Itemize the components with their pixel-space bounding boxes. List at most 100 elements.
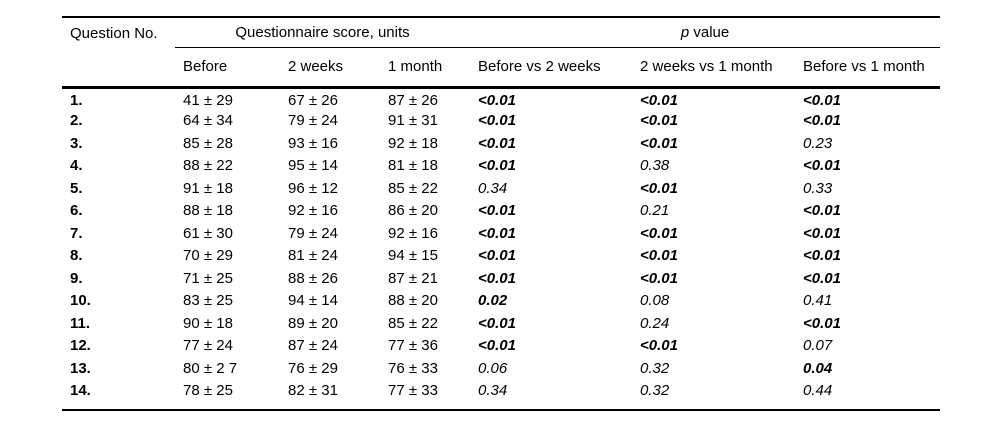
score-2-weeks: 92 ± 16 (288, 202, 338, 220)
score-1-month: 87 ± 26 (388, 92, 438, 109)
pvalue-2-weeks-vs-1-month: <0.01 (640, 134, 678, 152)
pvalue-before-vs-2-weeks: 0.34 (478, 382, 508, 400)
question-number: 10. (70, 292, 91, 310)
score-2-weeks: 76 ± 29 (288, 359, 338, 377)
pvalue-before-vs-1-month: 0.07 (803, 337, 833, 355)
pvalue-before-vs-2-weeks: <0.01 (478, 202, 516, 220)
table-row: 14. 78 ± 25 82 ± 31 77 ± 33 0.34 0.32 0.44 (62, 380, 940, 403)
column-group-p-value: p value (470, 17, 941, 48)
table-row: 1. 41 ± 29 67 ± 26 87 ± 26 <0.01 <0.01 <0.01 (62, 87, 940, 110)
pvalue-2-weeks-vs-1-month: 0.21 (640, 202, 670, 220)
table-row: 10. 83 ± 25 94 ± 14 88 ± 20 0.02 0.08 0.41 (62, 290, 940, 313)
score-before: 88 ± 22 (183, 157, 233, 175)
pvalue-before-vs-1-month: 0.33 (803, 179, 833, 197)
score-1-month: 86 ± 20 (388, 202, 438, 220)
pvalue-before-vs-1-month: <0.01 (803, 269, 841, 287)
table-header: Question No. Questionnaire score, units … (62, 17, 941, 89)
question-number: 13. (70, 359, 91, 377)
score-2-weeks: 67 ± 26 (288, 92, 338, 109)
score-before: 70 ± 29 (183, 247, 233, 265)
results-table: Question No. Questionnaire score, units … (62, 16, 941, 402)
pvalue-before-vs-2-weeks: <0.01 (478, 337, 516, 355)
table-header-sub-row: Before 2 weeks 1 month Before vs 2 weeks… (62, 47, 941, 89)
pvalue-before-vs-2-weeks: 0.34 (478, 179, 508, 197)
table-row: 11. 90 ± 18 89 ± 20 85 ± 22 <0.01 0.24 <0.01 (62, 312, 940, 335)
score-before: 61 ± 30 (183, 224, 233, 242)
p-value-italic-p: p (680, 23, 690, 41)
pvalue-before-vs-2-weeks: <0.01 (478, 92, 516, 109)
column-header-2-weeks: 2 weeks (280, 47, 380, 89)
pvalue-before-vs-2-weeks: <0.01 (478, 269, 516, 287)
score-1-month: 81 ± 18 (388, 157, 438, 175)
pvalue-before-vs-1-month: <0.01 (803, 314, 841, 332)
score-2-weeks: 94 ± 14 (288, 292, 338, 310)
pvalue-before-vs-1-month: <0.01 (803, 157, 841, 175)
pvalue-2-weeks-vs-1-month: <0.01 (640, 224, 678, 242)
pvalue-before-vs-2-weeks: <0.01 (478, 314, 516, 332)
results-table-container: Question No. Questionnaire score, units … (62, 16, 941, 411)
question-number: 8. (70, 247, 83, 265)
question-number: 3. (70, 134, 83, 152)
score-1-month: 85 ± 22 (388, 179, 438, 197)
question-number: 2. (70, 112, 83, 130)
pvalue-2-weeks-vs-1-month: 0.38 (640, 157, 670, 175)
score-before: 88 ± 18 (183, 202, 233, 220)
table-row: 5. 91 ± 18 96 ± 12 85 ± 22 0.34 <0.01 0.33 (62, 177, 940, 200)
pvalue-before-vs-2-weeks: <0.01 (478, 134, 516, 152)
score-1-month: 76 ± 33 (388, 359, 438, 377)
question-number: 11. (70, 314, 91, 332)
pvalue-before-vs-2-weeks: <0.01 (478, 112, 516, 130)
p-value-rest: value (689, 23, 730, 41)
pvalue-2-weeks-vs-1-month: <0.01 (640, 247, 678, 265)
pvalue-before-vs-1-month: <0.01 (803, 112, 841, 130)
pvalue-2-weeks-vs-1-month: <0.01 (640, 337, 678, 355)
score-2-weeks: 79 ± 24 (288, 224, 338, 242)
pvalue-before-vs-1-month: 0.04 (803, 359, 833, 377)
table-row: 7. 61 ± 30 79 ± 24 92 ± 16 <0.01 <0.01 <0.01 (62, 222, 940, 245)
score-1-month: 85 ± 22 (388, 314, 438, 332)
question-number: 9. (70, 269, 83, 287)
pvalue-2-weeks-vs-1-month: <0.01 (640, 179, 678, 197)
score-1-month: 77 ± 36 (388, 337, 438, 355)
pvalue-before-vs-2-weeks: <0.01 (478, 247, 516, 265)
score-1-month: 94 ± 15 (388, 247, 438, 265)
column-header-before-vs-1-month: Before vs 1 month (795, 47, 941, 89)
score-2-weeks: 79 ± 24 (288, 112, 338, 130)
pvalue-before-vs-1-month: 0.41 (803, 292, 833, 310)
pvalue-before-vs-1-month: <0.01 (803, 224, 841, 242)
score-1-month: 92 ± 18 (388, 134, 438, 152)
score-before: 41 ± 29 (183, 92, 233, 109)
column-header-question-no: Question No. (62, 17, 175, 89)
score-before: 78 ± 25 (183, 382, 233, 400)
table-row: 2. 64 ± 34 79 ± 24 91 ± 31 <0.01 <0.01 <0.01 (62, 110, 940, 133)
question-number: 6. (70, 202, 83, 220)
pvalue-2-weeks-vs-1-month: 0.32 (640, 382, 670, 400)
question-number: 14. (70, 382, 91, 400)
table-row: 4. 88 ± 22 95 ± 14 81 ± 18 <0.01 0.38 <0.01 (62, 155, 940, 178)
table-bottom-rule (62, 409, 940, 411)
score-2-weeks: 87 ± 24 (288, 337, 338, 355)
table-row: 8. 70 ± 29 81 ± 24 94 ± 15 <0.01 <0.01 <0.01 (62, 245, 940, 268)
score-before: 83 ± 25 (183, 292, 233, 310)
question-number: 12. (70, 337, 91, 355)
score-before: 77 ± 24 (183, 337, 233, 355)
score-2-weeks: 88 ± 26 (288, 269, 338, 287)
score-before: 80 ± 2 7 (183, 359, 238, 377)
pvalue-2-weeks-vs-1-month: <0.01 (640, 269, 678, 287)
column-group-questionnaire-score: Questionnaire score, units (175, 17, 471, 48)
column-header-before-vs-2-weeks: Before vs 2 weeks (470, 47, 633, 89)
table-body: 1. 41 ± 29 67 ± 26 87 ± 26 <0.01 <0.01 <0.01 2.… (62, 87, 940, 402)
pvalue-before-vs-2-weeks: 0.02 (478, 292, 508, 310)
pvalue-2-weeks-vs-1-month: 0.08 (640, 292, 670, 310)
table-header-group-row: Question No. Questionnaire score, units … (62, 17, 941, 89)
table-row: 3. 85 ± 28 93 ± 16 92 ± 18 <0.01 <0.01 0.23 (62, 132, 940, 155)
table-row: 9. 71 ± 25 88 ± 26 87 ± 21 <0.01 <0.01 <0.01 (62, 267, 940, 290)
pvalue-2-weeks-vs-1-month: 0.32 (640, 359, 670, 377)
pvalue-before-vs-2-weeks: <0.01 (478, 224, 516, 242)
score-before: 91 ± 18 (183, 179, 233, 197)
column-header-before: Before (175, 47, 280, 89)
question-number: 7. (70, 224, 83, 242)
pvalue-2-weeks-vs-1-month: <0.01 (640, 112, 678, 130)
score-2-weeks: 81 ± 24 (288, 247, 338, 265)
table-row: 13. 80 ± 2 7 76 ± 29 76 ± 33 0.06 0.32 0.04 (62, 357, 940, 380)
